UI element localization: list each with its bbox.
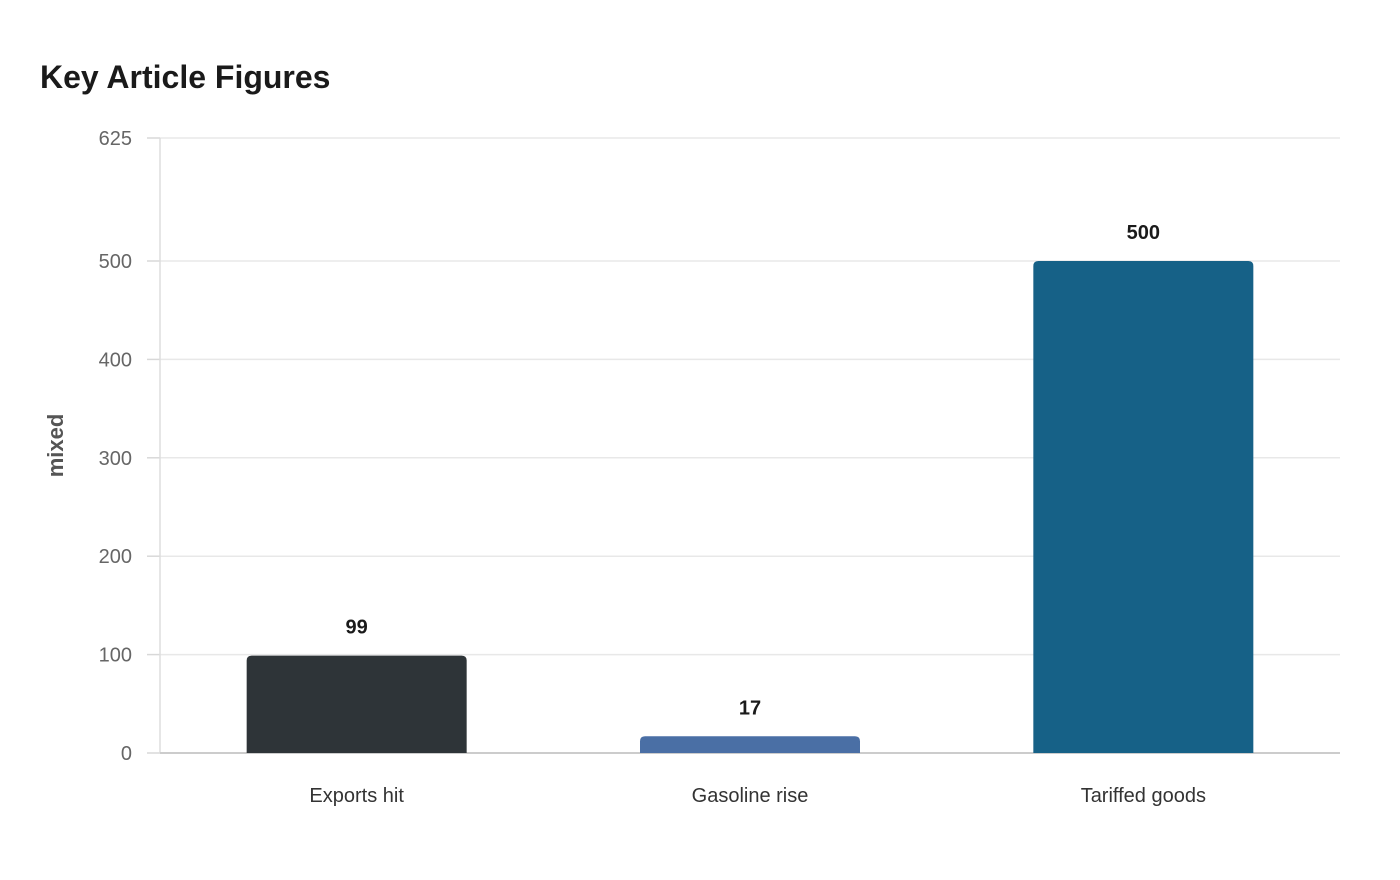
x-category-label: Gasoline rise — [692, 785, 809, 807]
bar-exports-hit[interactable] — [246, 655, 467, 753]
bar-gasoline-rise[interactable] — [640, 736, 860, 753]
bars — [246, 261, 1254, 753]
x-category-label: Tariffed goods — [1081, 785, 1206, 807]
y-tick-label: 400 — [99, 349, 132, 371]
y-tick-label: 0 — [121, 743, 132, 765]
bar-tariffed-goods[interactable] — [1033, 261, 1254, 753]
y-tick-label: 300 — [99, 448, 132, 470]
chart-title: Key Article Figures — [40, 59, 331, 95]
bar-value-label: 500 — [1127, 222, 1160, 244]
bar-value-label: 17 — [739, 697, 761, 719]
y-axis-title: mixed — [43, 414, 68, 478]
y-tick-label: 625 — [99, 128, 132, 150]
y-tick-label: 500 — [99, 251, 132, 273]
y-tick-label: 200 — [99, 546, 132, 568]
bar-value-label: 99 — [346, 617, 368, 639]
y-tick-label: 100 — [99, 645, 132, 667]
labels: 0 100 200 300 400 500 625 99 Exports hit 17 Gasoli… — [99, 128, 1206, 807]
x-category-label: Exports hit — [309, 785, 404, 807]
gridlines — [160, 137, 1340, 656]
